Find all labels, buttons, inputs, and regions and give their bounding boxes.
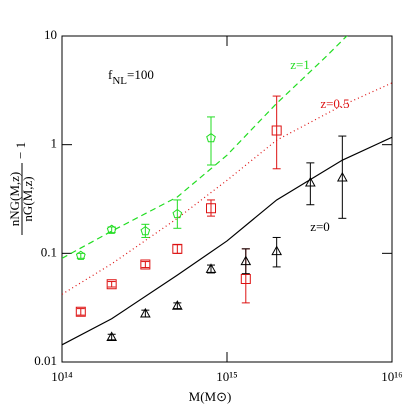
annotation-sub: NL <box>112 75 127 87</box>
data-point <box>106 224 117 234</box>
y-label-numerator: nNG(M,z) <box>7 172 22 227</box>
series-line <box>62 82 392 295</box>
data-point <box>271 125 282 136</box>
y-tick-label: 0.01 <box>34 353 57 368</box>
x-tick-label: 10¹⁶ <box>381 369 402 384</box>
data-point <box>271 245 283 256</box>
data-point <box>75 306 86 317</box>
data-point <box>140 226 151 236</box>
y-axis-label: nNG(M,z) nG(M,z) − 1 <box>7 142 35 235</box>
x-axis-label: M(M⊙) <box>189 389 232 404</box>
data-point <box>240 255 252 266</box>
data-point <box>171 300 183 310</box>
series-label: z=0.5 <box>320 96 349 111</box>
annotation-main: f <box>108 67 113 82</box>
x-tick-label: 10¹⁵ <box>216 369 237 384</box>
data-point <box>206 203 217 214</box>
series-line <box>62 36 348 259</box>
data-point <box>205 263 217 273</box>
y-tick-label: 10 <box>44 27 57 42</box>
y-label-suffix: − 1 <box>13 142 28 159</box>
annotation: fNL=100 <box>108 67 154 87</box>
series-label: z=1 <box>290 57 310 72</box>
data-point <box>139 307 151 318</box>
annotation-rest: =100 <box>127 67 154 82</box>
data-point <box>336 171 348 182</box>
data-point <box>206 132 216 143</box>
data-point <box>140 259 151 270</box>
y-tick-label: 1 <box>51 136 58 151</box>
data-point <box>75 250 86 260</box>
data-point <box>106 331 118 342</box>
y-tick-label: 0.1 <box>41 244 57 259</box>
data-point <box>304 176 316 187</box>
series-label: z=0 <box>310 219 330 234</box>
data-point <box>106 279 117 290</box>
data-point <box>172 208 183 219</box>
data-point <box>240 274 251 285</box>
plot-area <box>62 36 392 346</box>
data-point <box>172 243 183 254</box>
y-label-denominator: nG(M,z) <box>20 176 35 221</box>
x-tick-label: 10¹⁴ <box>51 369 73 384</box>
